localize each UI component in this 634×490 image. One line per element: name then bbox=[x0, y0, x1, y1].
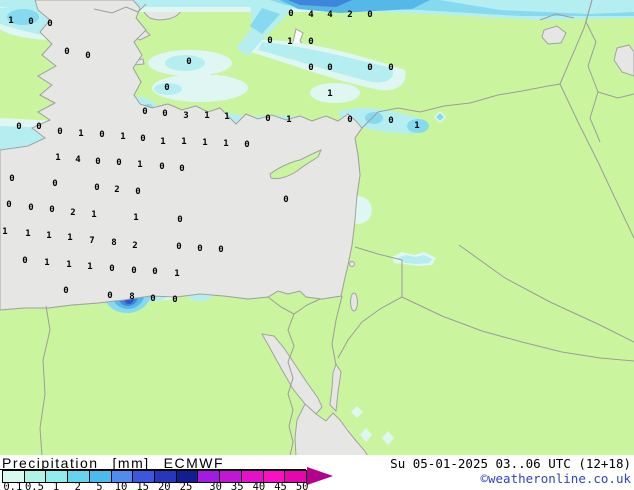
legend-arrow-icon bbox=[307, 467, 333, 485]
border-syria-iraq bbox=[559, 83, 634, 239]
model-label: ECMWF bbox=[163, 455, 225, 471]
legend-tick-label: 20 bbox=[157, 481, 171, 490]
border-iran-spur bbox=[597, 91, 634, 99]
legend-cell bbox=[262, 471, 285, 482]
copyright-text: ©weatheronline.co.uk bbox=[480, 471, 631, 486]
legend-tick-label: 50 bbox=[295, 481, 309, 490]
legend-tick-label: 15 bbox=[136, 481, 149, 490]
legend-tick-label: 30 bbox=[209, 481, 222, 490]
legend-tick-label: 0.1 bbox=[3, 481, 23, 490]
legend-cell bbox=[219, 471, 241, 482]
border-iran bbox=[585, 0, 601, 143]
legend-tick-label: 25 bbox=[179, 481, 193, 490]
legend-cell bbox=[3, 471, 24, 482]
legend-tick-label: 2 bbox=[74, 481, 81, 490]
gulf-of-aqaba bbox=[329, 362, 342, 413]
legend-title: Precipitation [mm] ECMWF bbox=[2, 455, 224, 471]
legend-tick-label: 10 bbox=[114, 481, 128, 490]
legend-tick-label: 40 bbox=[252, 481, 266, 490]
legend-cell bbox=[23, 471, 46, 482]
border-jordan-west bbox=[337, 260, 403, 359]
legend-color-bar bbox=[2, 470, 307, 483]
map-title: Precipitation bbox=[2, 455, 99, 471]
legend-cell bbox=[240, 471, 263, 482]
border-turkey-syria bbox=[361, 83, 561, 129]
nile-river bbox=[287, 313, 295, 456]
legend-tick-label: 0.5 bbox=[24, 481, 44, 490]
legend-cell bbox=[110, 471, 133, 482]
legend-cell bbox=[197, 471, 220, 482]
unit-label: [mm] bbox=[112, 455, 150, 471]
border-egypt-libya bbox=[39, 305, 51, 456]
border-balkan bbox=[93, 3, 147, 14]
border-caucasus bbox=[539, 13, 575, 21]
legend-cell bbox=[132, 471, 155, 482]
legend-strip: Precipitation [mm] ECMWF 0.1 0.5 1 2 5 10 15 20 25… bbox=[0, 455, 634, 490]
dead-sea bbox=[350, 292, 358, 312]
precipitation-map bbox=[0, 0, 634, 456]
legend-cell bbox=[45, 471, 68, 482]
legend-tick-labels: 0.1 0.5 1 2 5 10 15 20 25 30 35 40 45 50 bbox=[0, 481, 340, 490]
border-israel-egypt bbox=[331, 295, 343, 366]
border-jordan-saudi bbox=[401, 296, 634, 362]
border-iraq-jordan bbox=[458, 244, 634, 343]
legend-cell bbox=[67, 471, 89, 482]
sea-of-galilee bbox=[349, 261, 355, 267]
legend-cell bbox=[88, 471, 111, 482]
legend-tick-label: 5 bbox=[96, 481, 103, 490]
lake-urmia bbox=[613, 44, 634, 77]
legend-tick-label: 35 bbox=[230, 481, 244, 490]
lake-van bbox=[541, 25, 567, 45]
country-borders bbox=[39, 0, 634, 456]
cyprus bbox=[269, 149, 322, 180]
title-rule bbox=[0, 469, 306, 470]
red-sea-body bbox=[294, 403, 369, 456]
border-syria-jordan bbox=[354, 246, 403, 261]
legend-tick-label: 1 bbox=[52, 481, 60, 490]
legend-cell bbox=[284, 471, 307, 482]
forecast-datetime: Su 05-01-2025 03..06 UTC (12+18) bbox=[390, 456, 631, 471]
legend-tick-label: 45 bbox=[274, 481, 287, 490]
legend-cell bbox=[175, 471, 198, 482]
legend-cell bbox=[154, 471, 176, 482]
